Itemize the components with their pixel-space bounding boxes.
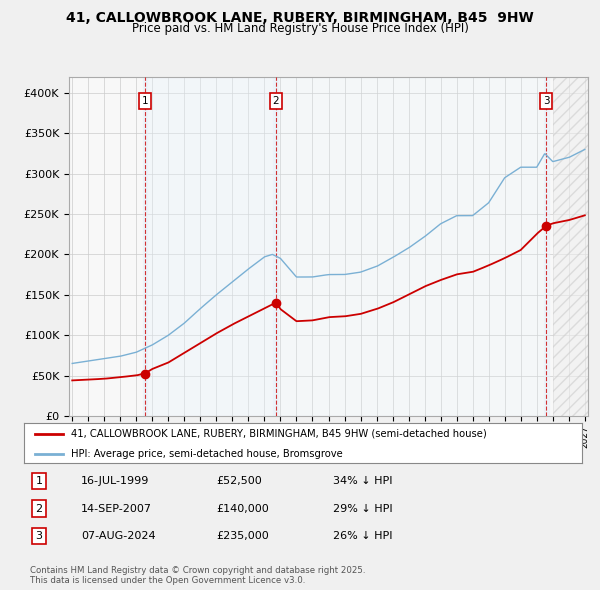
Text: 41, CALLOWBROOK LANE, RUBERY, BIRMINGHAM, B45  9HW: 41, CALLOWBROOK LANE, RUBERY, BIRMINGHAM… [66,11,534,25]
Bar [553,77,588,416]
Text: 1: 1 [35,476,43,486]
Text: 34% ↓ HPI: 34% ↓ HPI [333,476,392,486]
Text: 14-SEP-2007: 14-SEP-2007 [81,504,152,513]
Text: £140,000: £140,000 [216,504,269,513]
Bar [274,77,278,416]
Text: Contains HM Land Registry data © Crown copyright and database right 2025.
This d: Contains HM Land Registry data © Crown c… [30,566,365,585]
Text: HPI: Average price, semi-detached house, Bromsgrove: HPI: Average price, semi-detached house,… [71,449,343,459]
Text: 2: 2 [272,96,279,106]
Text: 3: 3 [543,96,550,106]
Text: 1: 1 [142,96,148,106]
Text: 16-JUL-1999: 16-JUL-1999 [81,476,149,486]
Bar [544,77,549,416]
Text: 41, CALLOWBROOK LANE, RUBERY, BIRMINGHAM, B45 9HW (semi-detached house): 41, CALLOWBROOK LANE, RUBERY, BIRMINGHAM… [71,429,487,439]
Text: 29% ↓ HPI: 29% ↓ HPI [333,504,392,513]
Text: £235,000: £235,000 [216,532,269,541]
Text: 3: 3 [35,532,43,541]
Bar [143,77,148,416]
Bar [276,77,547,416]
Text: 2: 2 [35,504,43,513]
Text: Price paid vs. HM Land Registry's House Price Index (HPI): Price paid vs. HM Land Registry's House … [131,22,469,35]
Text: £52,500: £52,500 [216,476,262,486]
Text: 07-AUG-2024: 07-AUG-2024 [81,532,155,541]
Bar [145,77,276,416]
Text: 26% ↓ HPI: 26% ↓ HPI [333,532,392,541]
